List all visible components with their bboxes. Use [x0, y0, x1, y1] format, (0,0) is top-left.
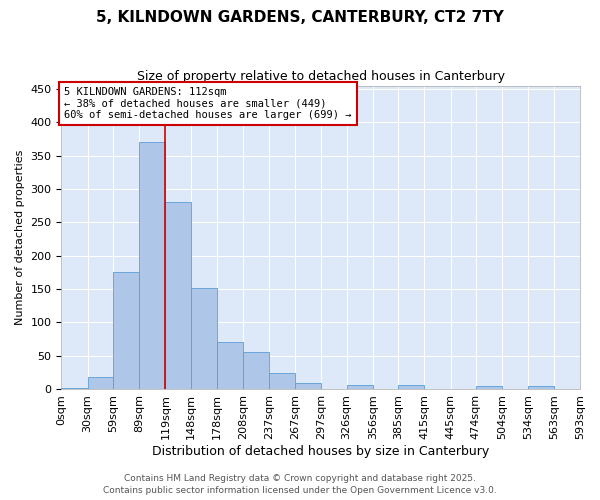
Bar [269, 373, 295, 389]
X-axis label: Distribution of detached houses by size in Canterbury: Distribution of detached houses by size … [152, 444, 490, 458]
Bar [139, 142, 166, 389]
Bar [476, 386, 502, 389]
Text: 5, KILNDOWN GARDENS, CANTERBURY, CT2 7TY: 5, KILNDOWN GARDENS, CANTERBURY, CT2 7TY [96, 10, 504, 25]
Bar [166, 202, 191, 389]
Bar [61, 388, 88, 389]
Text: Contains HM Land Registry data © Crown copyright and database right 2025.
Contai: Contains HM Land Registry data © Crown c… [103, 474, 497, 495]
Bar [88, 377, 113, 389]
Bar [191, 288, 217, 389]
Bar [295, 383, 321, 389]
Y-axis label: Number of detached properties: Number of detached properties [15, 150, 25, 325]
Text: 5 KILNDOWN GARDENS: 112sqm
← 38% of detached houses are smaller (449)
60% of sem: 5 KILNDOWN GARDENS: 112sqm ← 38% of deta… [64, 87, 352, 120]
Bar [529, 386, 554, 389]
Title: Size of property relative to detached houses in Canterbury: Size of property relative to detached ho… [137, 70, 505, 83]
Bar [244, 352, 269, 389]
Bar [217, 342, 244, 389]
Bar [347, 385, 373, 389]
Bar [398, 385, 424, 389]
Bar [113, 272, 139, 389]
